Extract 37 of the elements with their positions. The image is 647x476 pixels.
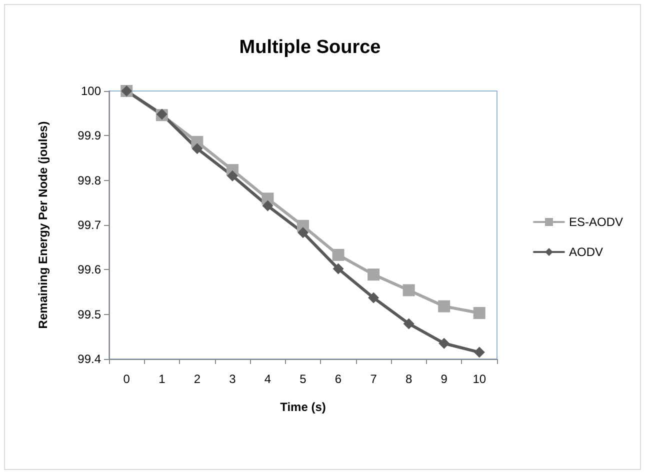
x-axis-title: Time (s) <box>280 400 326 414</box>
x-tick-label: 3 <box>229 372 236 386</box>
point <box>298 227 308 238</box>
y-tick-label: 99.9 <box>78 128 102 143</box>
point <box>226 170 238 182</box>
x-tick-label: 8 <box>405 372 412 386</box>
x-tick-label: 2 <box>194 372 201 386</box>
x-tick-label: 9 <box>440 372 448 386</box>
x-tick-label: 10 <box>472 372 486 386</box>
x-tick-label: 0 <box>123 372 130 386</box>
point <box>402 284 415 296</box>
y-tick-label: 99.8 <box>78 173 102 188</box>
y-tick-label: 99.4 <box>78 352 102 366</box>
legend-label: AODV <box>568 245 604 259</box>
point <box>192 143 203 154</box>
point <box>438 338 450 349</box>
point <box>332 248 344 261</box>
x-tick-label: 1 <box>158 372 166 386</box>
point <box>368 268 380 281</box>
point <box>403 318 414 330</box>
point <box>473 306 486 319</box>
point <box>262 200 274 212</box>
point <box>332 263 344 274</box>
y-tick-label: 100 <box>80 84 102 98</box>
x-tick-label: 4 <box>264 372 272 386</box>
y-tick-label: 99.7 <box>78 218 102 232</box>
point <box>474 346 485 358</box>
y-tick-label: 99.5 <box>78 307 102 322</box>
x-tick-label: 5 <box>300 372 307 386</box>
x-tick-label: 7 <box>370 372 378 386</box>
y-tick-label: 99.6 <box>78 262 102 277</box>
y-axis-title: Remaining Energy Per Node (joules) <box>36 121 50 329</box>
chart-title: Multiple Source <box>239 37 381 58</box>
x-tick-label: 6 <box>334 372 342 386</box>
point <box>438 300 450 312</box>
legend-label: ES-AODV <box>568 215 624 229</box>
point <box>368 292 380 304</box>
